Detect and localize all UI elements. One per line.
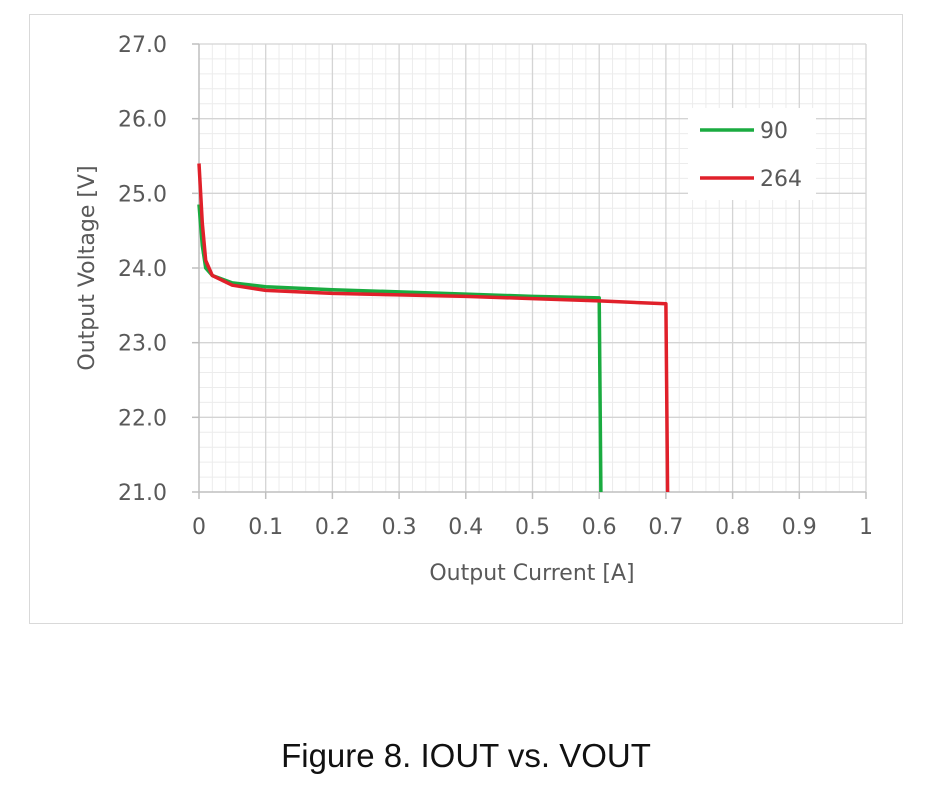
figure-caption: Figure 8. IOUT vs. VOUT [281,737,651,774]
x-axis-title: Output Current [A] [429,561,634,586]
legend-background [688,108,816,200]
series-line-90 [197,204,603,493]
x-tick-label: 0.1 [248,515,283,540]
series-lines [197,163,670,493]
legend-label-90: 90 [760,119,788,144]
y-tick-label: 26.0 [118,108,167,133]
y-tick-label: 27.0 [118,33,167,58]
x-tick-label: 0.7 [648,515,683,540]
y-tick-label: 21.0 [118,481,167,506]
y-tick-label: 24.0 [118,257,167,282]
x-tick-label: 0.2 [315,515,350,540]
x-tick-label: 0 [192,515,206,540]
y-tick-label: 22.0 [118,406,167,431]
x-tick-label: 0.8 [715,515,750,540]
y-tick-labels: 21.0 22.0 23.0 24.0 25.0 26.0 27.0 [118,33,167,506]
y-axis-title: Output Voltage [V] [75,165,100,370]
x-tick-label: 0.5 [515,515,550,540]
x-tick-label: 1 [859,515,873,540]
y-tick-label: 25.0 [118,182,167,207]
x-tick-label: 0.6 [582,515,617,540]
axes [192,43,867,499]
x-tick-label: 0.9 [782,515,817,540]
x-tick-label: 0.4 [448,515,483,540]
legend: 90 264 [688,108,816,200]
series-line-264 [197,163,670,493]
x-tick-labels: 0 0.1 0.2 0.3 0.4 0.5 0.6 0.7 0.8 0.9 1 [192,515,873,540]
x-tick-label: 0.3 [382,515,417,540]
legend-label-264: 264 [760,167,802,192]
y-tick-label: 23.0 [118,332,167,357]
